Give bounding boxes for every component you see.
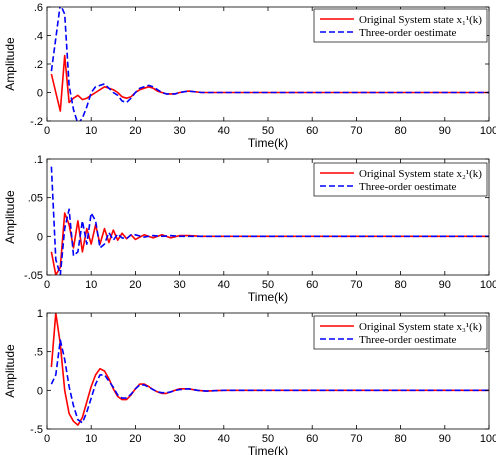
x-tick-label: 100 xyxy=(480,433,496,445)
chart-panel-2: 0 10 20 30 40 50 60 70 80 90 100-.050.05.1Time(k)A… xyxy=(3,154,496,304)
x-tick-label: 0 xyxy=(44,125,50,137)
series-line-2 xyxy=(50,166,489,275)
series-line-2 xyxy=(50,7,489,121)
x-tick-label: 100 xyxy=(480,279,496,291)
y-tick-label: .05 xyxy=(28,193,43,205)
x-tick-label: 40 xyxy=(218,279,230,291)
chart-panel-3: 0 10 20 30 40 50 60 70 80 90 100-.50.51Time(k)Ampl… xyxy=(3,308,496,455)
x-axis-label: Time(k) xyxy=(248,444,288,455)
x-tick-label: 90 xyxy=(439,125,451,137)
y-tick-label: .6 xyxy=(34,2,43,14)
series-line-2 xyxy=(50,339,489,424)
x-tick-label: 10 xyxy=(85,433,97,445)
x-tick-label: 50 xyxy=(262,125,274,137)
x-tick-label: 40 xyxy=(218,125,230,137)
legend-label-1: Original System state x₂¹(k) xyxy=(359,168,482,180)
legend-label-2: Three-order oestimate xyxy=(359,27,457,39)
x-tick-label: 50 xyxy=(262,279,274,291)
y-tick-label: .5 xyxy=(34,347,43,359)
x-tick-label: 40 xyxy=(218,433,230,445)
x-tick-label: 60 xyxy=(306,125,318,137)
y-tick-label: 0 xyxy=(37,385,43,397)
series-line-1 xyxy=(50,54,489,112)
y-tick-label: 0 xyxy=(37,88,43,100)
y-tick-label: -.5 xyxy=(30,424,43,436)
legend-box xyxy=(313,162,488,197)
x-tick-label: 30 xyxy=(173,433,185,445)
legend-label-1: Original System state x₃¹(k) xyxy=(359,321,482,333)
x-tick-label: 80 xyxy=(394,125,406,137)
legend: Original System state x₂¹(k)Three-order … xyxy=(313,162,488,197)
legend-label-2: Three-order oestimate xyxy=(359,334,457,346)
x-tick-label: 50 xyxy=(262,433,274,445)
legend: Original System state x₃¹(k)Three-order … xyxy=(313,315,488,350)
legend-label-1: Original System state x₁¹(k) xyxy=(359,14,482,26)
x-tick-label: 90 xyxy=(439,433,451,445)
x-tick-label: 0 xyxy=(44,279,50,291)
x-axis-label: Time(k) xyxy=(248,136,288,150)
chart-panel-1: 0 10 20 30 40 50 60 70 80 90 100-.20.2.4.6Time(k)A… xyxy=(3,2,496,150)
x-tick-label: 60 xyxy=(306,433,318,445)
y-tick-label: -.2 xyxy=(30,116,43,128)
y-tick-label: 1 xyxy=(37,308,43,320)
x-tick-label: 0 xyxy=(44,433,50,445)
x-tick-label: 20 xyxy=(129,125,141,137)
x-tick-label: 100 xyxy=(480,125,496,137)
x-tick-label: 30 xyxy=(173,125,185,137)
legend-box xyxy=(313,8,488,43)
x-tick-label: 10 xyxy=(85,125,97,137)
x-axis-label: Time(k) xyxy=(248,290,288,304)
x-tick-label: 70 xyxy=(350,125,362,137)
legend-box xyxy=(313,315,488,350)
y-tick-label: .2 xyxy=(34,59,43,71)
x-tick-label: 80 xyxy=(394,279,406,291)
x-tick-label: 10 xyxy=(85,279,97,291)
x-tick-label: 70 xyxy=(350,433,362,445)
y-tick-label: -.05 xyxy=(24,270,43,282)
y-axis-label: Amplitude xyxy=(3,190,17,244)
y-tick-label: .4 xyxy=(34,31,43,43)
y-axis-label: Amplitude xyxy=(3,344,17,398)
y-tick-label: 0 xyxy=(37,231,43,243)
x-tick-label: 90 xyxy=(439,279,451,291)
x-tick-label: 70 xyxy=(350,279,362,291)
x-tick-label: 30 xyxy=(173,279,185,291)
series-line-1 xyxy=(50,212,489,275)
legend-label-2: Three-order oestimate xyxy=(359,181,457,193)
x-tick-label: 20 xyxy=(129,279,141,291)
x-tick-label: 80 xyxy=(394,433,406,445)
x-tick-label: 60 xyxy=(306,279,318,291)
x-tick-label: 20 xyxy=(129,433,141,445)
legend: Original System state x₁¹(k)Three-order … xyxy=(313,8,488,43)
y-axis-label: Amplitude xyxy=(3,37,17,91)
y-tick-label: .1 xyxy=(34,154,43,166)
